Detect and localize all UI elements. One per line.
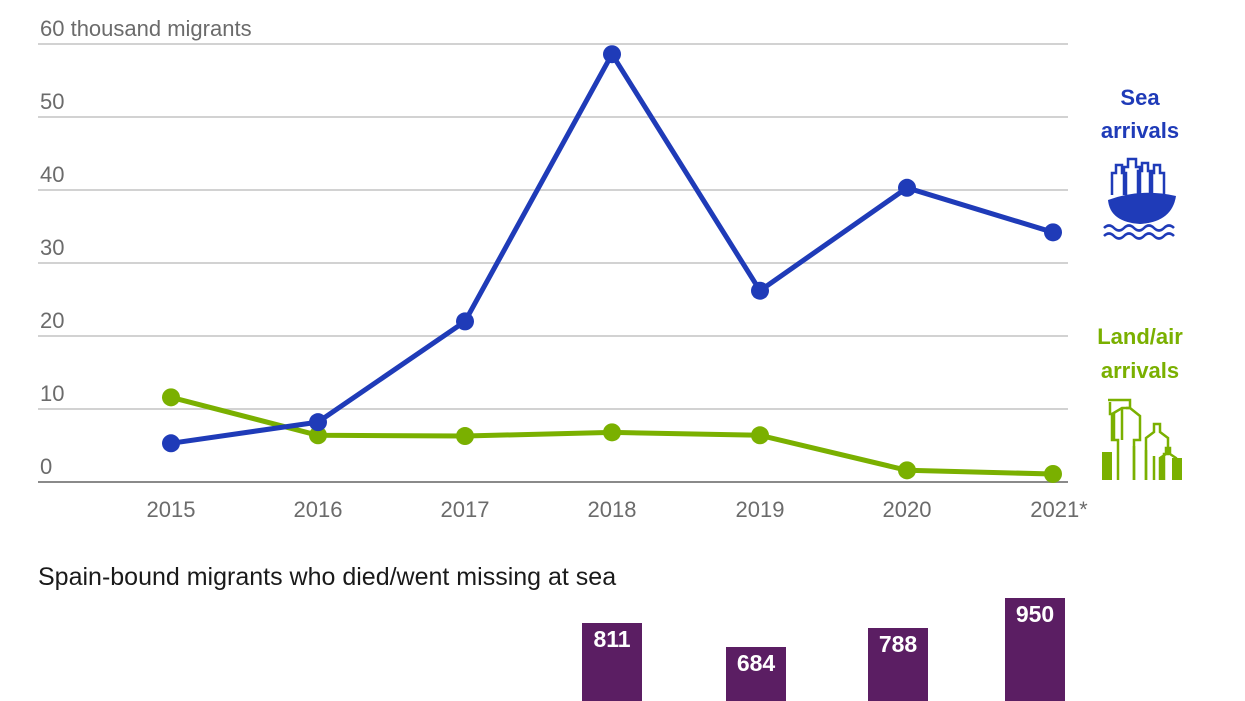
data-lines [162, 45, 1062, 483]
y-tick-label: 60 thousand migrants [40, 16, 252, 41]
data-point [1044, 464, 1062, 483]
y-tick-label: 20 [40, 308, 64, 333]
data-point [309, 413, 327, 432]
data-point [898, 178, 916, 197]
x-tick-label: 2019 [736, 497, 785, 522]
bar-value: 684 [736, 650, 776, 676]
series-line [170, 51, 1054, 446]
y-tick-label: 50 [40, 89, 64, 114]
data-point [1044, 223, 1062, 242]
legend-sea-line1: Sea [1120, 85, 1160, 110]
line-chart: 0 10 20 30 40 50 60 thousand migrants 2015 2016… [38, 16, 1183, 522]
data-point [898, 461, 916, 480]
y-tick-label: 0 [40, 454, 52, 479]
gridlines [38, 43, 1068, 483]
bar-2019: 684 [726, 647, 786, 701]
data-point [456, 312, 474, 331]
bar-2021: 950 [1005, 598, 1065, 701]
data-point [751, 426, 769, 445]
legend-sea-line2: arrivals [1101, 118, 1179, 143]
data-point [456, 427, 474, 446]
bar-2020: 788 [868, 628, 928, 701]
data-point [162, 434, 180, 453]
y-axis-ticks: 0 10 20 30 40 50 60 thousand migrants [40, 16, 252, 479]
legend-land-line1: Land/air [1097, 324, 1183, 349]
x-tick-label: 2017 [441, 497, 490, 522]
x-axis-ticks: 2015 2016 2017 2018 2019 2020 2021* [147, 497, 1089, 522]
x-tick-label: 2021* [1030, 497, 1088, 522]
x-tick-label: 2018 [588, 497, 637, 522]
y-tick-label: 30 [40, 235, 64, 260]
data-point [162, 388, 180, 407]
data-point [751, 281, 769, 300]
bar-2018: 811 [582, 623, 642, 701]
data-point [309, 426, 327, 445]
x-tick-label: 2015 [147, 497, 196, 522]
boat-with-people-icon [1103, 157, 1176, 240]
legend-land-air-arrivals: Land/air arrivals [1097, 324, 1183, 480]
legend-land-line2: arrivals [1101, 358, 1179, 383]
y-tick-label: 40 [40, 162, 64, 187]
data-point [603, 45, 621, 64]
travelers-with-luggage-icon [1102, 398, 1182, 480]
x-tick-label: 2016 [294, 497, 343, 522]
bar-value: 788 [878, 631, 918, 657]
bar-value: 950 [1015, 601, 1055, 627]
bar-value: 811 [593, 626, 631, 652]
deaths-chart-title: Spain-bound migrants who died/went missi… [38, 563, 617, 591]
data-point [603, 423, 621, 442]
legend-sea-arrivals: Sea arrivals [1101, 85, 1179, 240]
x-tick-label: 2020 [883, 497, 932, 522]
y-tick-label: 10 [40, 381, 64, 406]
